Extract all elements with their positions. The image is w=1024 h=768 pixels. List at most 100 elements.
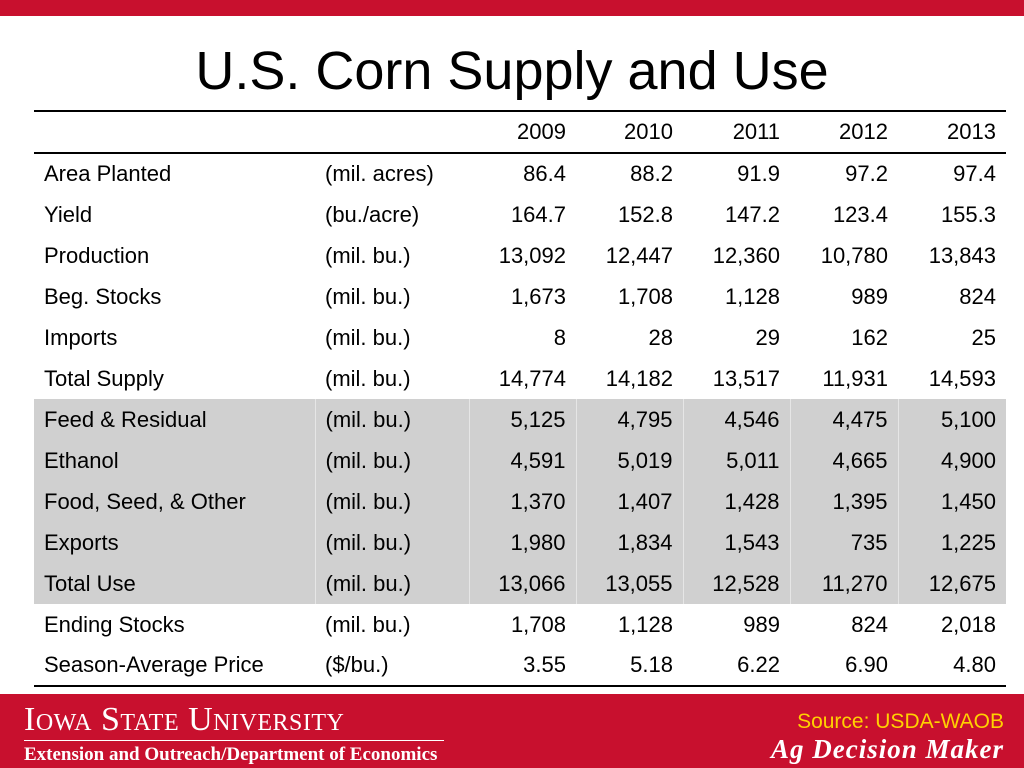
row-label: Exports [34,522,316,563]
value-cell: 989 [743,611,780,637]
row-label: Beg. Stocks [44,283,162,309]
value-cell: 164.7 [510,201,566,227]
year-header: 2010 [576,110,683,154]
value-cell: 162 [851,324,888,350]
value-cell: 1,708 [510,611,566,637]
value-cell: 12,528 [683,563,791,604]
row-unit: (bu./acre) [325,201,420,227]
row-label: Feed & Residual [34,399,316,440]
row-unit: (mil. bu.) [325,242,411,268]
table-row: Total Use (mil. bu.) 13,066 13,055 12,528 11,… [34,563,1006,604]
value-cell: 4,900 [898,440,1006,481]
value-cell: 4,475 [790,399,899,440]
value-cell: 5.18 [576,645,683,687]
value-cell: 5,011 [683,440,791,481]
value-cell: 12,360 [712,242,780,268]
value-cell: 13,092 [498,242,566,268]
university-wordmark: Iowa State University [24,701,345,738]
wordmark-divider [24,740,444,741]
row-label: Total Use [34,563,316,604]
year-header: 2009 [469,110,576,154]
value-cell: 11,270 [790,563,899,604]
value-cell: 11,931 [822,365,888,391]
value-cell: 25 [971,324,996,350]
header-blank-unit [315,110,469,154]
value-cell: 13,843 [928,242,996,268]
value-cell: 1,370 [469,481,577,522]
row-label: Ethanol [34,440,316,481]
row-unit: ($/bu.) [315,645,469,687]
row-unit: (mil. bu.) [315,563,470,604]
value-cell: 28 [648,324,673,350]
top-accent-bar [0,0,1024,16]
year-header: 2012 [790,110,898,154]
value-cell: 123.4 [832,201,888,227]
slide-title: U.S. Corn Supply and Use [195,41,829,101]
row-label: Ending Stocks [44,611,185,637]
value-cell: 8 [553,324,566,350]
row-unit: (mil. bu.) [325,324,411,350]
table-row: Exports (mil. bu.) 1,980 1,834 1,543 735 1,225 [34,522,1006,563]
department-text: Extension and Outreach/Department of Eco… [24,744,438,765]
value-cell: 88.2 [630,161,673,186]
value-cell: 14,593 [928,365,996,391]
source-note: Source: USDA-WAOB [797,710,1004,733]
value-cell: 1,673 [510,283,566,309]
row-unit: (mil. bu.) [315,440,470,481]
value-cell: 6.22 [683,645,790,687]
table-row: Production (mil. bu.) 13,092 12,447 12,360 10… [34,235,1006,276]
value-cell: 735 [790,522,899,563]
table-row: Yield (bu./acre) 164.7 152.8 147.2 123.4 155.3 [34,194,1006,235]
value-cell: 824 [851,611,888,637]
table-row: Feed & Residual (mil. bu.) 5,125 4,795 4,546… [34,399,1006,440]
value-cell: 4,591 [469,440,577,481]
value-cell: 1,128 [617,611,673,637]
row-unit: (mil. bu.) [315,399,470,440]
value-cell: 97.4 [953,161,996,186]
row-unit: (mil. bu.) [325,611,411,637]
value-cell: 4,546 [683,399,791,440]
table-row: Food, Seed, & Other (mil. bu.) 1,370 1,407 1… [34,481,1006,522]
table-row: Ending Stocks (mil. bu.) 1,708 1,128 989 824 2… [34,604,1006,645]
value-cell: 4,795 [576,399,684,440]
header-row: 2009 2010 2011 2012 2013 [34,110,1006,154]
value-cell: 29 [755,324,780,350]
value-cell: 97.2 [845,161,888,186]
value-cell: 989 [851,283,888,309]
row-label: Imports [44,324,118,350]
value-cell: 1,834 [576,522,684,563]
value-cell: 12,675 [898,563,1006,604]
value-cell: 1,128 [724,283,780,309]
value-cell: 1,543 [683,522,791,563]
row-unit: (mil. bu.) [325,283,411,309]
value-cell: 147.2 [724,201,780,227]
value-cell: 12,447 [605,242,673,268]
value-cell: 1,428 [683,481,791,522]
footer-bar: Iowa State University Extension and Outr… [0,694,1024,768]
row-label: Production [44,242,150,268]
value-cell: 13,517 [712,365,780,391]
value-cell: 4.80 [898,645,1006,687]
value-cell: 10,780 [820,242,888,268]
value-cell: 1,708 [617,283,673,309]
value-cell: 1,407 [576,481,684,522]
value-cell: 824 [959,283,996,309]
value-cell: 1,980 [469,522,577,563]
row-unit: (mil. bu.) [325,365,411,391]
year-header: 2013 [898,110,1006,154]
row-label: Yield [44,201,93,227]
value-cell: 13,066 [469,563,577,604]
table-row: Ethanol (mil. bu.) 4,591 5,019 5,011 4,665 4,9… [34,440,1006,481]
value-cell: 5,125 [469,399,577,440]
value-cell: 1,450 [898,481,1006,522]
row-unit: (mil. bu.) [315,522,470,563]
row-unit: (mil. acres) [325,161,434,186]
value-cell: 14,774 [498,365,566,391]
value-cell: 155.3 [940,201,996,227]
value-cell: 152.8 [617,201,673,227]
value-cell: 5,019 [576,440,684,481]
table-row: Imports (mil. bu.) 8 28 29 162 25 [34,317,1006,358]
value-cell: 6.90 [790,645,898,687]
program-logo-text: Ag Decision Maker [771,734,1004,764]
value-cell: 91.9 [737,161,780,186]
